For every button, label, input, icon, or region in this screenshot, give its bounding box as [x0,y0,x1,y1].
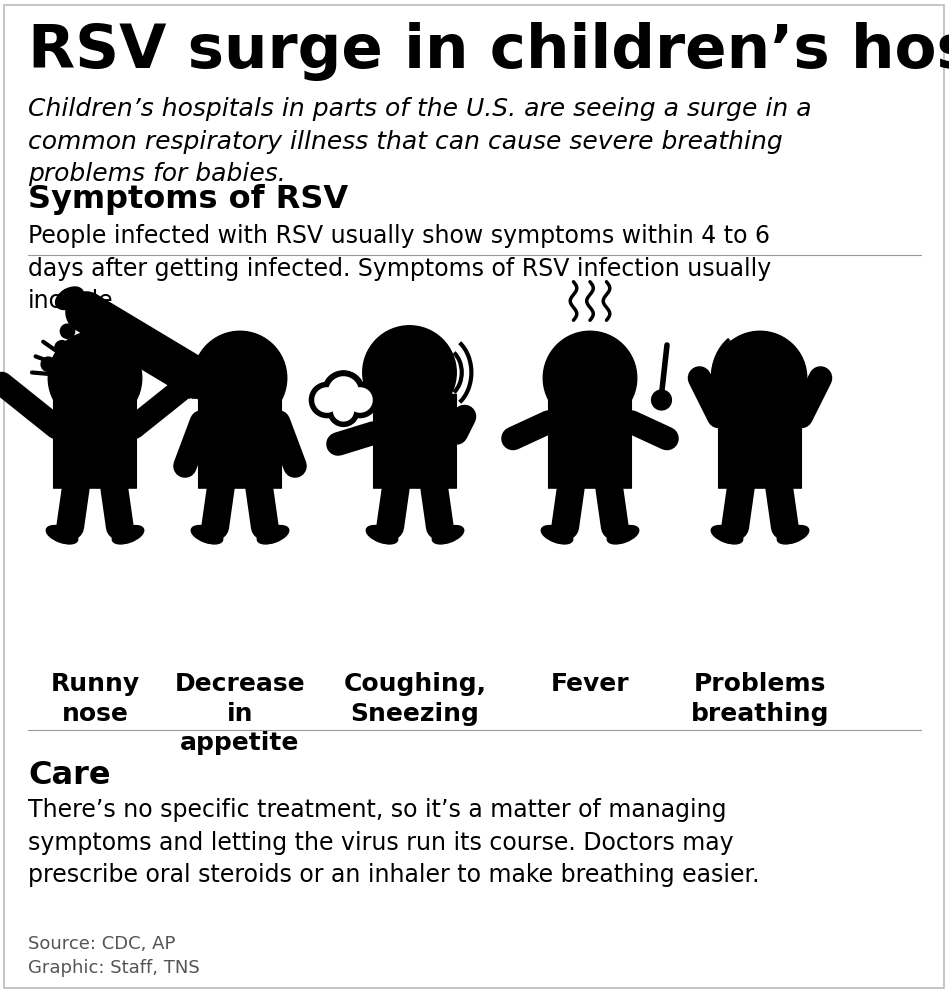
Ellipse shape [47,526,78,544]
Circle shape [543,331,637,425]
Circle shape [348,388,372,412]
FancyBboxPatch shape [549,400,631,488]
FancyBboxPatch shape [374,395,456,488]
Circle shape [41,357,55,371]
Circle shape [343,382,378,418]
Circle shape [363,325,456,420]
Text: Problems
breathing: Problems breathing [691,672,829,726]
Ellipse shape [711,526,743,544]
Ellipse shape [192,526,223,544]
Circle shape [48,331,141,425]
Circle shape [652,390,671,410]
Text: Runny
nose: Runny nose [50,672,140,726]
FancyBboxPatch shape [54,400,137,488]
FancyBboxPatch shape [718,400,801,488]
Ellipse shape [607,526,639,544]
Circle shape [323,371,364,413]
Text: RSV surge in children’s hospitals: RSV surge in children’s hospitals [28,22,949,81]
Circle shape [714,331,807,425]
Text: Fever: Fever [550,672,629,696]
Circle shape [194,331,287,425]
Text: Children’s hospitals in parts of the U.S. are seeing a surge in a
common respira: Children’s hospitals in parts of the U.S… [28,97,811,186]
Text: Care: Care [28,760,110,791]
Ellipse shape [433,526,464,544]
Ellipse shape [257,526,288,544]
Ellipse shape [56,287,84,310]
Text: Coughing,
Sneezing: Coughing, Sneezing [344,672,487,726]
Circle shape [315,388,339,412]
Text: Source: CDC, AP
Graphic: Staff, TNS: Source: CDC, AP Graphic: Staff, TNS [28,935,199,976]
Ellipse shape [777,526,809,544]
Circle shape [328,396,359,427]
Circle shape [309,382,344,418]
Ellipse shape [366,526,398,544]
Text: People infected with RSV usually show symptoms within 4 to 6
days after getting : People infected with RSV usually show sy… [28,224,772,313]
FancyBboxPatch shape [198,400,281,488]
Text: Decrease
in
appetite: Decrease in appetite [175,672,306,755]
Text: Symptoms of RSV: Symptoms of RSV [28,184,348,215]
Circle shape [328,377,359,407]
Circle shape [61,324,75,338]
Circle shape [334,401,353,421]
Ellipse shape [541,526,573,544]
Ellipse shape [112,526,143,544]
Text: There’s no specific treatment, so it’s a matter of managing
symptoms and letting: There’s no specific treatment, so it’s a… [28,798,759,887]
Circle shape [55,340,69,355]
